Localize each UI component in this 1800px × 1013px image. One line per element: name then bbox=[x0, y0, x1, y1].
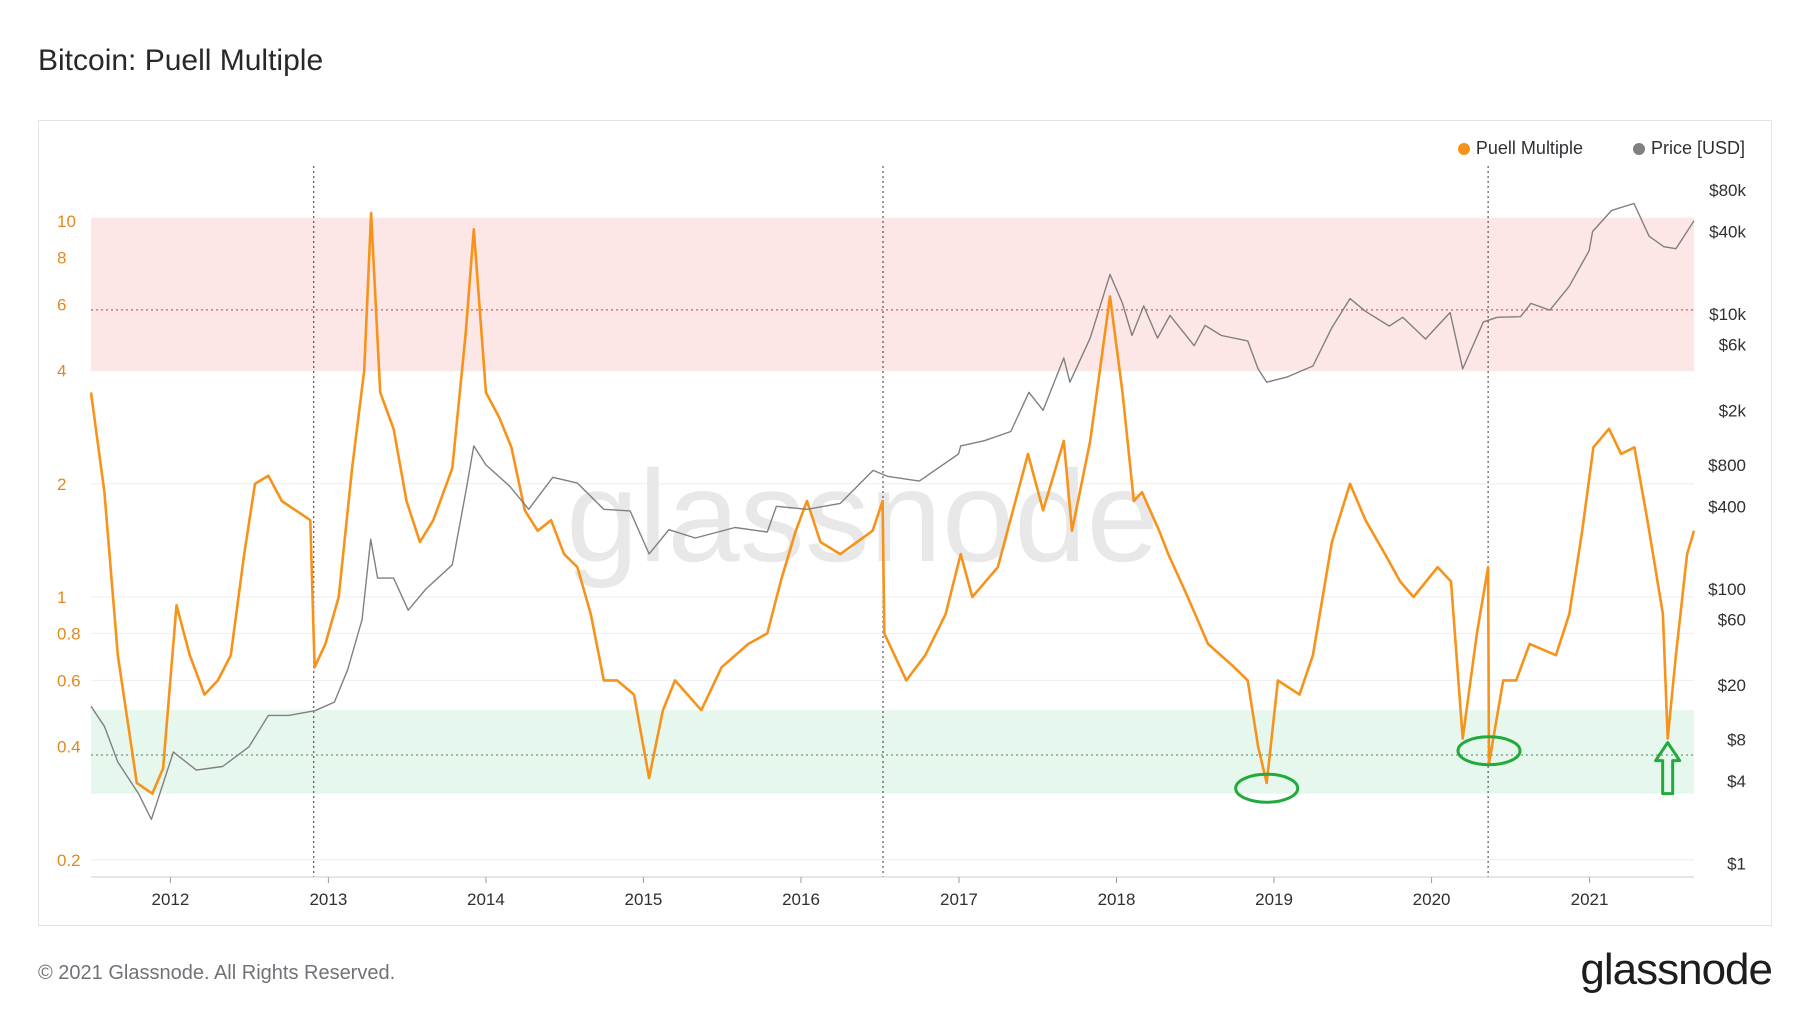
left-tick-label-2: 0.6 bbox=[57, 671, 81, 690]
left-tick-label-5: 2 bbox=[57, 475, 66, 494]
x-tick-label-1: 2013 bbox=[309, 890, 347, 909]
puell-chart: glassnode 0.2 0.4 0.6 0.8 1 2 4 6 8 10 $1 $4 $8 $20 $60… bbox=[57, 166, 1747, 909]
x-tick-label-2: 2014 bbox=[467, 890, 505, 909]
price-line bbox=[90, 202, 1695, 821]
band-sell-zone bbox=[91, 217, 1694, 371]
x-tick-label-3: 2015 bbox=[625, 890, 663, 909]
chart-frame: glassnode 0.2 0.4 0.6 0.8 1 2 4 6 8 10 $1 $4 $8 $20 $60… bbox=[38, 120, 1772, 926]
legend-item-puell[interactable]: Puell Multiple bbox=[1457, 138, 1583, 159]
x-tick-label-8: 2020 bbox=[1413, 890, 1451, 909]
legend: Puell Multiple Price [USD] bbox=[1457, 138, 1745, 159]
band-buy-zone bbox=[91, 710, 1694, 794]
page-title: Bitcoin: Puell Multiple bbox=[38, 44, 324, 77]
right-tick-label-8: $2k bbox=[1719, 401, 1747, 420]
left-tick-label-8: 8 bbox=[57, 248, 66, 267]
right-tick-label-2: $8 bbox=[1727, 731, 1746, 750]
legend-label-puell: Puell Multiple bbox=[1475, 138, 1583, 158]
copyright-text: © 2021 Glassnode. All Rights Reserved. bbox=[38, 962, 396, 984]
right-tick-label-6: $400 bbox=[1708, 497, 1746, 516]
x-tick-label-7: 2019 bbox=[1255, 890, 1293, 909]
x-tick-label-9: 2021 bbox=[1571, 890, 1609, 909]
legend-label-price: Price [USD] bbox=[1650, 138, 1745, 158]
right-tick-label-12: $80k bbox=[1709, 181, 1746, 200]
right-tick-label-3: $20 bbox=[1718, 676, 1746, 695]
right-tick-label-5: $100 bbox=[1708, 580, 1746, 599]
left-tick-label-3: 0.8 bbox=[57, 624, 81, 643]
right-tick-label-11: $40k bbox=[1709, 223, 1746, 242]
left-tick-label-4: 1 bbox=[57, 588, 66, 607]
right-tick-label-0: $1 bbox=[1727, 855, 1746, 874]
annotation-ellipse-1 bbox=[1456, 735, 1522, 767]
annotation-ellipse-0 bbox=[1234, 772, 1300, 804]
brand-logo: glassnode bbox=[1580, 945, 1773, 994]
puell-multiple-line bbox=[89, 211, 1696, 795]
left-tick-label-9: 10 bbox=[57, 212, 76, 231]
right-tick-label-10: $10k bbox=[1709, 305, 1746, 324]
right-tick-label-1: $4 bbox=[1727, 772, 1746, 791]
right-tick-label-7: $800 bbox=[1708, 456, 1746, 475]
right-tick-label-9: $6k bbox=[1719, 336, 1747, 355]
left-tick-label-7: 6 bbox=[57, 295, 66, 314]
x-tick-label-4: 2016 bbox=[782, 890, 820, 909]
legend-dot-puell bbox=[1457, 142, 1470, 155]
left-tick-label-0: 0.2 bbox=[57, 851, 81, 870]
left-tick-label-6: 4 bbox=[57, 362, 66, 381]
x-tick-label-6: 2018 bbox=[1098, 890, 1136, 909]
x-tick-label-0: 2012 bbox=[152, 890, 190, 909]
legend-dot-price bbox=[1632, 142, 1645, 155]
x-tick-label-5: 2017 bbox=[940, 890, 978, 909]
right-tick-label-4: $60 bbox=[1718, 610, 1746, 629]
legend-item-price[interactable]: Price [USD] bbox=[1632, 138, 1745, 159]
annotation-arrow-2 bbox=[1654, 741, 1682, 796]
left-tick-label-1: 0.4 bbox=[57, 738, 81, 757]
watermark-text: glassnode bbox=[566, 443, 1159, 589]
